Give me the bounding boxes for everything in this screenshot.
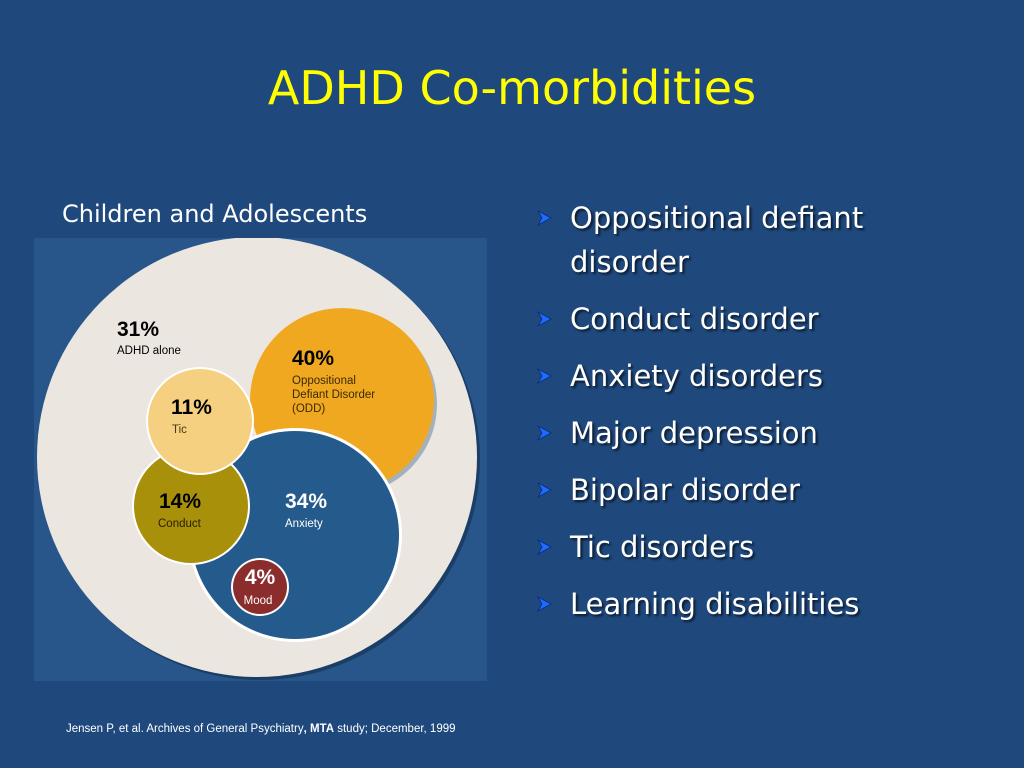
bullet-item-depression: Major depression — [532, 411, 1012, 455]
mood-region — [233, 560, 287, 614]
bullet-text-cont: disorder — [570, 245, 689, 279]
citation-study: MTA — [309, 723, 335, 735]
bullet-text: Anxiety disorders — [570, 359, 824, 393]
conduct-region — [134, 449, 248, 563]
tic-label: Tic — [172, 424, 187, 436]
odd-label-line1: Oppositional — [292, 375, 356, 387]
bullet-text: Tic disorders — [570, 530, 755, 564]
arrow-bullet-icon — [536, 311, 552, 327]
slide-subtitle: Children and Adolescents — [62, 200, 368, 228]
adhd-alone-label: ADHD alone — [117, 345, 181, 357]
bullet-text: Major depression — [570, 416, 818, 450]
arrow-bullet-icon — [536, 482, 552, 498]
bullet-text: Conduct disorder — [570, 302, 819, 336]
bullet-item-bipolar: Bipolar disorder — [532, 468, 1012, 512]
venn-diagram: 31% ADHD alone 40% Oppositional Defiant … — [37, 238, 480, 680]
arrow-bullet-icon — [536, 425, 552, 441]
arrow-bullet-icon — [536, 210, 552, 226]
anxiety-pct: 34% — [285, 490, 327, 513]
slide-title: ADHD Co-morbidities — [267, 61, 757, 115]
adhd-alone-pct: 31% — [117, 318, 159, 341]
mood-label: Mood — [244, 595, 273, 607]
comorbidity-bullet-list: Oppositional defiant disorder Conduct di… — [532, 196, 1012, 639]
tic-region — [148, 369, 252, 473]
bullet-item-learning: Learning disabilities — [532, 582, 1012, 626]
citation-comma: , — [303, 723, 307, 735]
citation-suffix: study; December, 1999 — [334, 723, 456, 735]
bullet-item-anxiety: Anxiety disorders — [532, 354, 1012, 398]
odd-label-line2: Defiant Disorder — [292, 389, 375, 401]
bullet-item-tic: Tic disorders — [532, 525, 1012, 569]
bullet-text: Bipolar disorder — [570, 473, 800, 507]
anxiety-label: Anxiety — [285, 518, 323, 530]
citation-prefix: Jensen P, et al. Archives of General Psy… — [66, 723, 304, 735]
citation: Jensen P, et al. Archives of General Psy… — [66, 723, 456, 735]
odd-pct: 40% — [292, 347, 334, 370]
bullet-item-conduct: Conduct disorder — [532, 297, 1012, 341]
venn-diagram-panel: 31% ADHD alone 40% Oppositional Defiant … — [34, 238, 487, 681]
arrow-bullet-icon — [536, 368, 552, 384]
bullet-text: Learning disabilities — [570, 587, 860, 621]
conduct-pct: 14% — [159, 490, 201, 513]
arrow-bullet-icon — [536, 596, 552, 612]
mood-pct: 4% — [245, 566, 276, 589]
tic-pct: 11% — [171, 396, 212, 419]
arrow-bullet-icon — [536, 539, 552, 555]
conduct-label: Conduct — [158, 518, 202, 530]
bullet-text: Oppositional defiant — [570, 201, 864, 235]
odd-label-line3: (ODD) — [292, 403, 325, 415]
bullet-item-odd: Oppositional defiant disorder — [532, 196, 1012, 284]
